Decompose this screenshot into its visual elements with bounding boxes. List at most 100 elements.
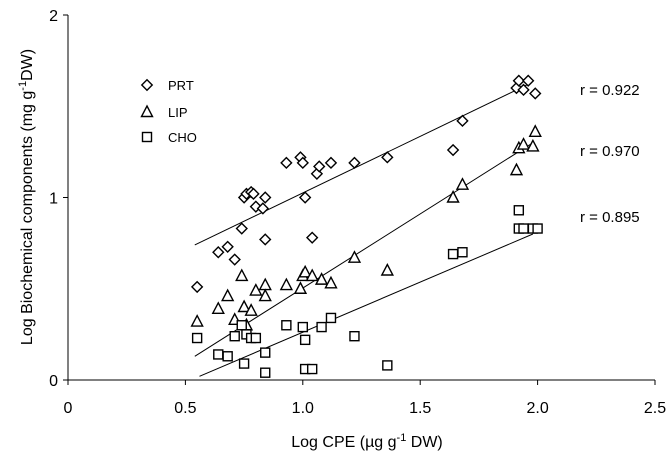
- data-points: [190, 74, 543, 378]
- axis-title-part: µ: [365, 434, 374, 451]
- prt-point: [249, 200, 263, 213]
- prt-point: [456, 114, 469, 128]
- lip-legend-label: LIP: [168, 105, 188, 120]
- lip-regression-line: [194, 142, 534, 357]
- prt-point: [190, 280, 204, 294]
- lip-point: [258, 288, 272, 302]
- axis-title-part: DW): [19, 49, 36, 81]
- lip-legend-marker: [140, 104, 154, 118]
- y-tick-label: 1: [49, 191, 58, 208]
- prt-legend-marker: [140, 78, 154, 92]
- prt-point: [259, 191, 272, 204]
- lip-point: [305, 268, 319, 282]
- cho-point: [250, 332, 262, 344]
- lip-point: [347, 250, 362, 263]
- cho-point: [238, 358, 250, 369]
- prt-point: [228, 253, 241, 266]
- y-axis-title: Log Biochemical components (mg g-1DW): [17, 49, 36, 345]
- axis-title-part: DW): [406, 434, 442, 451]
- prt-legend-label: PRT: [168, 78, 194, 93]
- cho-point: [260, 347, 271, 358]
- prt-point: [235, 222, 248, 235]
- cho-point: [316, 321, 327, 333]
- prt-point: [221, 240, 234, 253]
- prt-point: [512, 74, 526, 87]
- prt-point: [348, 156, 361, 170]
- y-tick-label: 0: [49, 373, 58, 390]
- cho-point: [382, 360, 393, 371]
- prt-point: [298, 191, 312, 204]
- cho-point: [297, 321, 308, 333]
- prt-point: [517, 83, 530, 97]
- lip-point: [314, 272, 329, 285]
- lip-point: [528, 124, 542, 138]
- x-tick-label: 1.5: [409, 400, 431, 417]
- prt-point: [381, 151, 394, 164]
- lip-point: [190, 314, 204, 327]
- cho-point: [222, 351, 233, 362]
- axes: 0 0.5 1.0 1.5 2.0 2.5 0 1 2: [49, 8, 666, 417]
- cho-point: [306, 363, 318, 375]
- lip-point: [516, 137, 531, 150]
- prt-point: [313, 160, 326, 173]
- cho-point: [299, 334, 311, 346]
- lip-point: [380, 262, 394, 276]
- axis-title-part: g g: [374, 434, 396, 451]
- lip-point: [509, 162, 524, 176]
- cho-regression-line: [199, 233, 534, 377]
- lip-point: [235, 268, 249, 282]
- x-tick-label: 1.0: [292, 400, 314, 417]
- prt-point: [306, 231, 319, 244]
- lip-point: [455, 177, 470, 190]
- x-tick-label: 2.0: [526, 400, 548, 417]
- fit-lines: [194, 83, 534, 377]
- legend: PRT LIP CHO: [140, 78, 197, 145]
- cho-point: [518, 223, 529, 234]
- cho-point: [447, 248, 459, 260]
- prt-point: [280, 156, 293, 170]
- cho-point: [532, 223, 543, 234]
- axis-title-part: Log CPE (: [291, 434, 365, 451]
- lip-point: [249, 283, 263, 296]
- cho-point: [229, 331, 240, 342]
- prt-point: [247, 187, 260, 201]
- cho-point: [191, 332, 203, 344]
- lip-point: [244, 303, 258, 316]
- prt-point: [522, 74, 535, 87]
- cho-legend-label: CHO: [168, 130, 197, 145]
- lip-point: [324, 275, 338, 289]
- x-tick-label: 2.5: [644, 400, 666, 417]
- cho-legend-marker: [141, 131, 153, 143]
- cho-point: [213, 349, 224, 360]
- prt-point: [324, 156, 338, 170]
- axis-title-part: Log Biochemical components (mg g: [19, 91, 36, 345]
- lip-point: [446, 189, 460, 203]
- y-tick-label: 2: [49, 8, 58, 25]
- prt-point: [529, 87, 542, 100]
- cho-point: [513, 205, 525, 216]
- lip-point: [221, 288, 235, 302]
- lip-point: [293, 281, 308, 294]
- prt-point: [212, 246, 225, 259]
- cho-point: [281, 320, 292, 331]
- correlation-labels: r = 0.922 r = 0.970 r = 0.895: [580, 82, 640, 226]
- prt-point: [446, 143, 460, 157]
- cho-point: [349, 331, 360, 342]
- lip-point: [258, 277, 272, 291]
- lip-point: [237, 299, 251, 313]
- prt-regression-line: [194, 83, 529, 246]
- lip-point: [211, 301, 225, 315]
- lip-point: [279, 277, 294, 291]
- x-tick-label: 0: [64, 400, 73, 417]
- x-tick-label: 0.5: [174, 400, 196, 417]
- axis-title-part: -1: [17, 81, 29, 91]
- cho-point: [236, 320, 247, 331]
- lip-r-label: r = 0.970: [580, 143, 640, 160]
- cho-point: [260, 367, 271, 378]
- x-axis-title: Log CPE (µg g-1 DW): [291, 432, 443, 451]
- prt-point: [296, 156, 309, 170]
- cho-r-label: r = 0.895: [580, 209, 640, 226]
- prt-point: [256, 202, 270, 215]
- cho-point: [457, 247, 468, 258]
